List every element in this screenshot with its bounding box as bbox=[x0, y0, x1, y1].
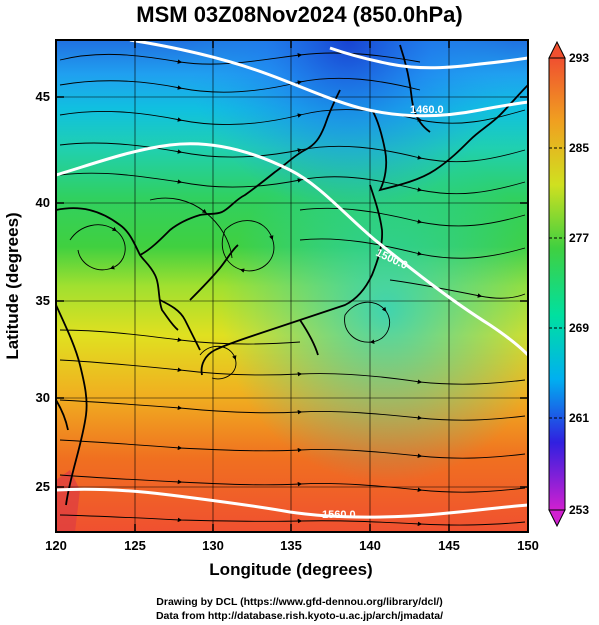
y-axis-ticks bbox=[56, 96, 528, 488]
x-tick-125: 125 bbox=[124, 538, 146, 553]
y-tick-25: 25 bbox=[36, 479, 50, 494]
y-axis-label: Latitude (degrees) bbox=[3, 212, 22, 359]
x-axis-ticks bbox=[55, 40, 529, 532]
height-contours bbox=[56, 40, 528, 519]
y-tick-45: 45 bbox=[36, 89, 50, 104]
map-title: MSM 03Z08Nov2024 (850.0hPa) bbox=[136, 2, 463, 27]
colorbar bbox=[548, 40, 566, 528]
y-tick-30: 30 bbox=[36, 390, 50, 405]
contour-label-1460: 1460.0 bbox=[410, 104, 444, 116]
y-tick-35: 35 bbox=[36, 293, 50, 308]
x-tick-130: 130 bbox=[202, 538, 224, 553]
colorbar-tick-293: 293 bbox=[569, 51, 589, 65]
x-tick-145: 145 bbox=[438, 538, 460, 553]
coastlines bbox=[56, 44, 528, 506]
credit-data: Data from http://database.rish.kyoto-u.a… bbox=[155, 610, 444, 622]
x-tick-150: 150 bbox=[517, 538, 539, 553]
colorbar-tick-253: 253 bbox=[569, 503, 589, 517]
contour-label-1560: 1560.0 bbox=[322, 509, 356, 521]
x-tick-135: 135 bbox=[280, 538, 302, 553]
colorbar-tick-285: 285 bbox=[569, 141, 589, 155]
plot-area bbox=[56, 40, 528, 532]
x-axis-label: Longitude (degrees) bbox=[209, 560, 372, 579]
wind-streamlines bbox=[59, 52, 526, 527]
colorbar-tick-261: 261 bbox=[569, 411, 589, 425]
plot-frame bbox=[55, 39, 529, 533]
colorbar-tick-277: 277 bbox=[569, 231, 589, 245]
x-tick-140: 140 bbox=[359, 538, 381, 553]
x-tick-120: 120 bbox=[45, 538, 67, 553]
y-tick-40: 40 bbox=[36, 195, 50, 210]
credit-drawing: Drawing by DCL (https://www.gfd-dennou.o… bbox=[156, 596, 443, 608]
colorbar-tick-269: 269 bbox=[569, 321, 589, 335]
